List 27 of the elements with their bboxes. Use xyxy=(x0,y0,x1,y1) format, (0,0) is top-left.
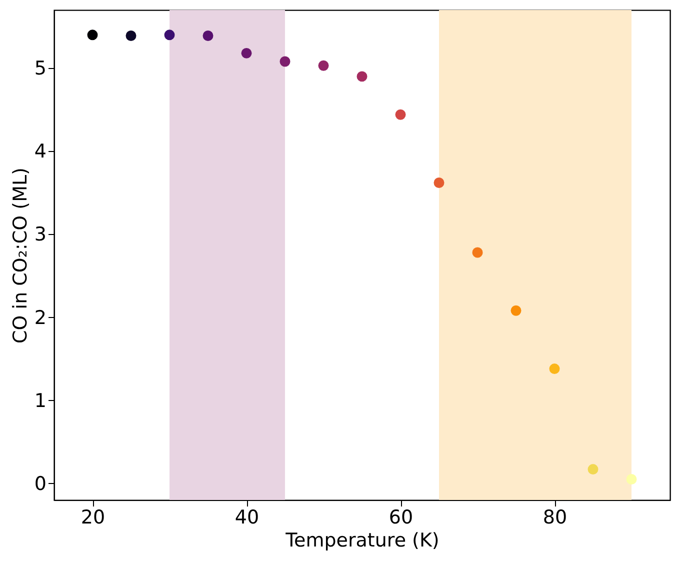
x-axis-title: Temperature (K) xyxy=(284,530,440,552)
point xyxy=(395,109,406,120)
y-tick-label: 3 xyxy=(34,224,46,246)
y-tick-label: 1 xyxy=(34,390,46,412)
x-tick-label: 40 xyxy=(234,506,260,528)
point xyxy=(472,247,483,258)
x-tick-label: 60 xyxy=(388,506,414,528)
point xyxy=(241,48,252,58)
y-tick-label: 0 xyxy=(34,472,46,495)
point xyxy=(626,474,637,484)
point xyxy=(87,30,98,40)
point xyxy=(318,60,329,71)
point xyxy=(280,56,290,67)
point xyxy=(510,305,522,316)
point xyxy=(549,364,560,374)
y-axis-title: CO in CO₂:CO (ML) xyxy=(9,168,32,344)
point xyxy=(126,30,136,41)
x-tick-label: 80 xyxy=(542,506,568,528)
y-tick-label: 5 xyxy=(34,58,46,80)
x-tick-label: 20 xyxy=(80,506,106,528)
point xyxy=(164,30,175,40)
point xyxy=(588,464,598,475)
point xyxy=(356,71,368,82)
y-tick-label: 4 xyxy=(34,140,46,163)
y-tick-label: 2 xyxy=(34,306,46,329)
point xyxy=(202,30,214,41)
point xyxy=(434,178,444,188)
